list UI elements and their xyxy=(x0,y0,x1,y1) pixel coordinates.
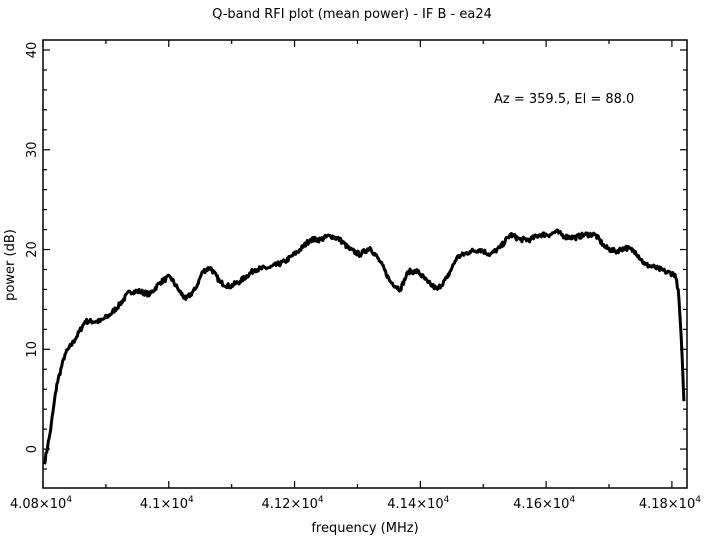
x-tick-exponent: 4 xyxy=(444,495,450,505)
x-tick-exponent: 4 xyxy=(569,495,575,505)
x-tick-mantissa: 4.14×10 xyxy=(387,497,443,512)
x-tick-exponent: 4 xyxy=(695,495,701,505)
x-tick-mantissa: 4.16×10 xyxy=(513,497,569,512)
az-el-annotation: Az = 359.5, El = 88.0 xyxy=(494,92,634,107)
series-line-mean-power xyxy=(42,228,686,465)
x-tick-mantissa: 4.12×10 xyxy=(262,497,318,512)
x-axis-label: frequency (MHz) xyxy=(311,521,418,536)
y-tick-label: 10 xyxy=(25,341,40,358)
chart-title: Q-band RFI plot (mean power) - IF B - ea… xyxy=(212,7,492,22)
x-tick-label: 4.16×104 xyxy=(513,495,575,512)
x-tick-label: 4.14×104 xyxy=(387,495,449,512)
x-tick-label: 4.18×104 xyxy=(639,495,701,512)
x-tick-mantissa: 4.08×10 xyxy=(10,497,66,512)
x-tick-label: 4.1×104 xyxy=(140,495,194,512)
x-tick-label: 4.08×104 xyxy=(10,495,72,512)
x-tick-label: 4.12×104 xyxy=(262,495,324,512)
x-tick-mantissa: 4.18×10 xyxy=(639,497,695,512)
y-tick-labels: 0 10 20 30 40 xyxy=(25,42,40,454)
y-tick-label: 20 xyxy=(25,241,40,258)
y-tick-label: 30 xyxy=(25,141,40,158)
x-tick-exponent: 4 xyxy=(318,495,324,505)
x-tick-mantissa: 4.1×10 xyxy=(140,497,188,512)
x-tick-exponent: 4 xyxy=(188,495,194,505)
y-axis-label: power (dB) xyxy=(3,229,18,301)
y-tick-label: 40 xyxy=(25,42,40,59)
x-tick-exponent: 4 xyxy=(66,495,72,505)
plot-frame xyxy=(42,39,688,489)
x-tick-labels: 4.08×104 4.1×104 4.12×104 4.14×104 4.16×104 4… xyxy=(10,495,701,512)
axis-ticks xyxy=(42,40,687,488)
y-tick-label: 0 xyxy=(25,445,40,453)
